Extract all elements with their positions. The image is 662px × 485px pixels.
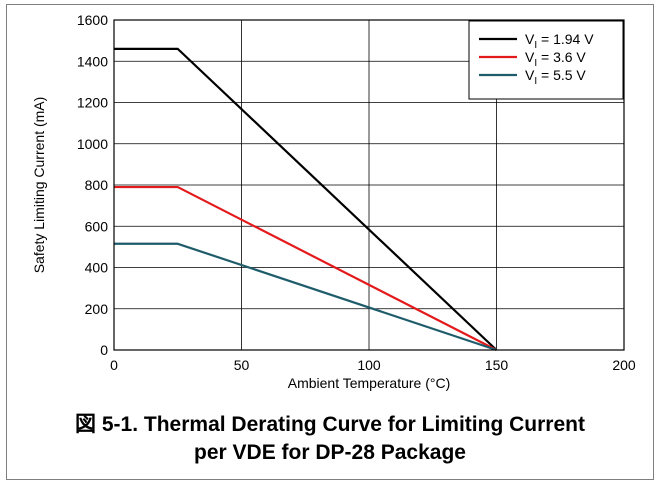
y-tick-label-800: 800 [85,177,109,193]
x-tick-label-200: 200 [612,357,636,373]
x-tick-label-150: 150 [485,357,509,373]
y-tick-label-0: 0 [100,342,108,358]
y-tick-label-1400: 1400 [77,53,108,69]
figure-caption-line2: per VDE for DP-28 Package [194,441,466,464]
legend-label-1: VI = 1.94 V [525,31,594,51]
x-tick-labels: 0 50 100 150 200 [110,357,636,373]
x-axis-label: Ambient Temperature (°C) [288,375,451,391]
y-axis-label: Safety Limiting Current (mA) [31,97,47,274]
y-tick-label-1200: 1200 [77,95,108,111]
series-line-3 [114,242,497,352]
y-tick-labels: 0 200 400 600 800 1000 1200 1400 1600 [77,12,108,358]
legend-label-3: VI = 5.5 V [525,67,586,87]
legend-label-2: VI = 3.6 V [525,49,586,69]
y-tick-label-1000: 1000 [77,136,108,152]
y-tick-label-400: 400 [85,260,109,276]
x-tick-label-0: 0 [110,357,118,373]
series-line-1 [114,47,498,351]
x-tick-label-100: 100 [357,357,381,373]
x-tick-label-50: 50 [234,357,250,373]
legend-box [468,20,624,100]
figure-caption-line1: 図 5-1. Thermal Derating Curve for Limiti… [75,413,585,436]
y-tick-label-200: 200 [85,301,109,317]
y-tick-label-1600: 1600 [77,12,108,28]
series-lines [114,47,498,352]
series-line-2 [114,185,498,351]
plot-area-border [113,19,625,351]
y-tick-label-600: 600 [85,218,109,234]
legend: VI = 1.94 VVI = 3.6 VVI = 5.5 V [468,20,624,100]
